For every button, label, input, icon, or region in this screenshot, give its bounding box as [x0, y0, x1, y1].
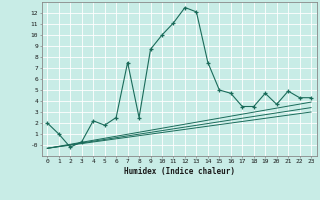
X-axis label: Humidex (Indice chaleur): Humidex (Indice chaleur) [124, 167, 235, 176]
